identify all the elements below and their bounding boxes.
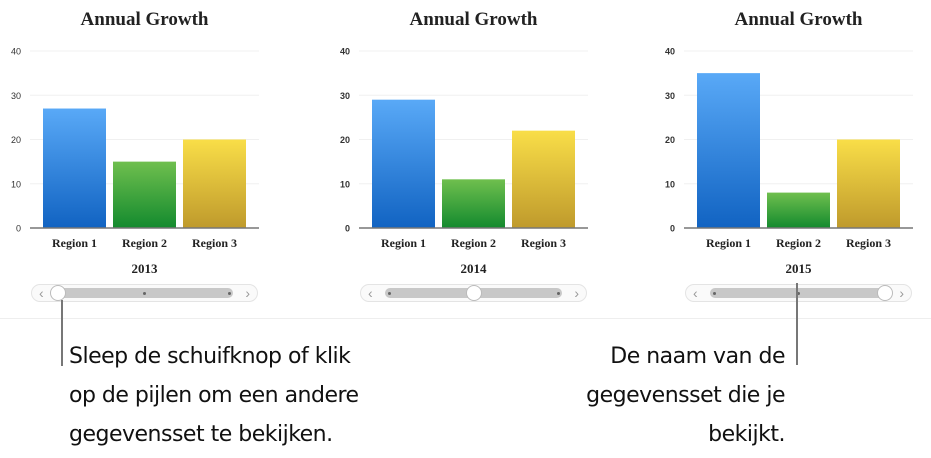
callout-line-left — [61, 300, 63, 366]
chevron-left-icon[interactable]: ‹ — [693, 285, 698, 301]
callout-left: Sleep de schuifknop of klik op de pijlen… — [69, 337, 359, 454]
slider-track[interactable] — [710, 285, 893, 301]
y-tick-label: 40 — [665, 47, 675, 57]
bar-region-2 — [442, 179, 505, 228]
y-tick-label: 10 — [11, 179, 21, 189]
slider-thumb[interactable] — [877, 285, 893, 301]
slider-position-dot — [143, 291, 146, 295]
y-tick-label: 20 — [665, 135, 675, 145]
slider-track[interactable] — [50, 285, 233, 301]
bar-region-3 — [512, 130, 575, 228]
callout-right-line: bekijkt. — [708, 422, 785, 447]
callout-right-line: De naam van de — [610, 344, 785, 369]
callout-left-line: op de pijlen om een andere — [69, 383, 359, 408]
chart-2013: 0 10 20 30 40 Region 1 Region 2 Region 3 Annual … — [0, 0, 275, 320]
bar-region-1 — [43, 108, 106, 228]
bar-region-2 — [767, 192, 830, 228]
dataset-name: 2014 — [460, 261, 487, 276]
y-tick-label: 20 — [340, 135, 350, 145]
x-category-label: Region 2 — [122, 236, 167, 250]
chart-title: Annual Growth — [734, 9, 863, 30]
chevron-left-icon[interactable]: ‹ — [368, 285, 373, 301]
callout-left-line: Sleep de schuifknop of klik — [69, 344, 351, 369]
x-category-label: Region 1 — [52, 236, 97, 250]
slider-position-dot — [712, 291, 716, 295]
y-tick-label: 30 — [665, 91, 675, 101]
slider-position-dot — [797, 291, 800, 295]
x-category-label: Region 3 — [846, 236, 891, 250]
chevron-right-icon[interactable]: › — [245, 285, 250, 301]
dataset-slider[interactable]: ‹ › — [31, 284, 258, 302]
x-category-label: Region 2 — [776, 236, 821, 250]
y-tick-label: 30 — [11, 91, 21, 101]
y-tick-label: 30 — [340, 91, 350, 101]
chevron-left-icon[interactable]: ‹ — [39, 285, 44, 301]
x-category-label: Region 3 — [192, 236, 237, 250]
chevron-right-icon[interactable]: › — [574, 285, 579, 301]
slider-thumb[interactable] — [50, 285, 66, 301]
callout-left-line: gegevensset te bekijken. — [69, 422, 333, 447]
chart-2014: 0 10 20 30 40 Region 1 Region 2 Region 3 Annual … — [329, 0, 604, 320]
y-tick-label: 40 — [340, 47, 350, 57]
chart-title: Annual Growth — [80, 9, 209, 30]
slider-track[interactable] — [385, 285, 562, 301]
callout-right-line: gegevensset die je — [586, 383, 785, 408]
y-tick-label: 10 — [340, 179, 350, 189]
bar-region-2 — [113, 161, 176, 228]
x-category-label: Region 2 — [451, 236, 496, 250]
y-tick-label: 10 — [665, 179, 675, 189]
slider-position-dot — [387, 291, 391, 295]
chevron-right-icon[interactable]: › — [899, 285, 904, 301]
bar-chart: 0 10 20 30 40 Region 1 Region 2 Region 3 — [340, 47, 588, 250]
y-tick-label: 0 — [345, 224, 350, 234]
chart-2015: 0 10 20 30 40 Region 1 Region 2 Region 3 Annual … — [654, 0, 929, 320]
x-category-label: Region 1 — [381, 236, 426, 250]
bar-region-1 — [697, 73, 760, 228]
chart-title: Annual Growth — [409, 9, 538, 30]
slider-thumb[interactable] — [465, 285, 482, 301]
x-category-label: Region 1 — [706, 236, 751, 250]
y-tick-label: 0 — [670, 224, 675, 234]
bar-chart: 0 10 20 30 40 Region 1 Region 2 Region 3 — [665, 47, 913, 250]
dataset-name: 2013 — [131, 261, 158, 276]
callout-right: De naam van de gegevensset die je bekijk… — [586, 337, 785, 454]
bar-region-3 — [837, 139, 900, 228]
y-tick-label: 0 — [16, 224, 21, 234]
y-tick-label: 40 — [11, 47, 21, 57]
slider-position-dot — [556, 291, 560, 295]
bar-region-3 — [183, 139, 246, 228]
callout-line-right — [796, 283, 798, 365]
bar-chart: 0 10 20 30 40 Region 1 Region 2 Region 3 — [11, 47, 259, 250]
dataset-slider[interactable]: ‹ › — [685, 284, 912, 302]
bar-region-1 — [372, 99, 435, 228]
slider-position-dot — [227, 291, 231, 295]
x-category-label: Region 3 — [521, 236, 566, 250]
dataset-slider[interactable]: ‹ › — [360, 284, 587, 302]
dataset-name: 2015 — [785, 261, 812, 276]
y-tick-label: 20 — [11, 135, 21, 145]
divider — [0, 318, 931, 319]
